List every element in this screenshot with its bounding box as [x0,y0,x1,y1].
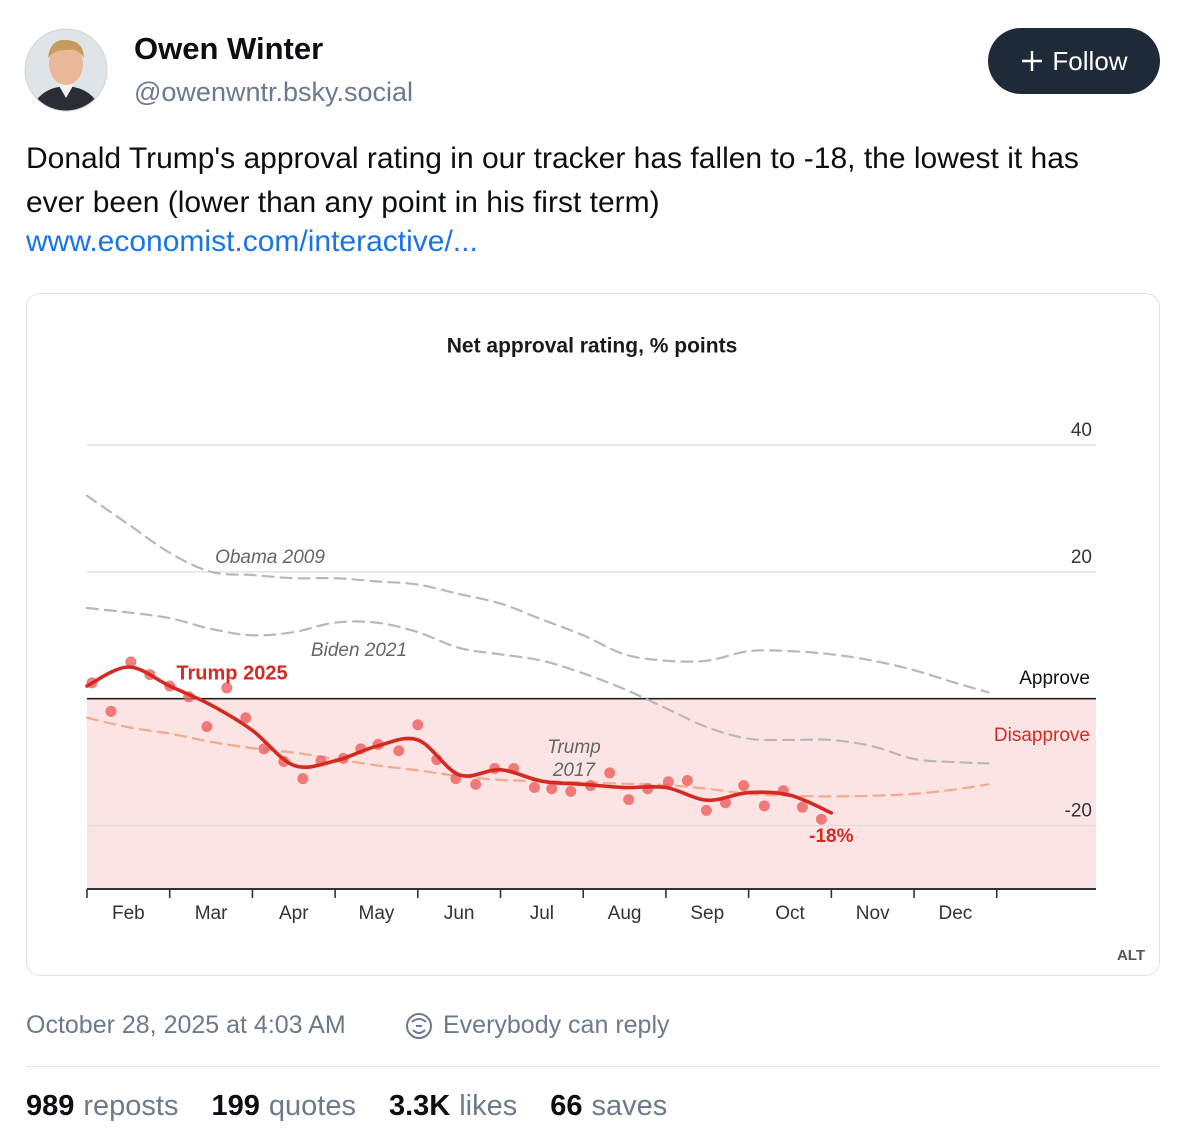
stat-count: 66 [550,1090,583,1122]
stat-label: saves [591,1090,668,1122]
poll-dot [546,783,558,795]
post-link[interactable]: www.economist.com/interactive/... [26,225,478,258]
plot: -20 20 40 Feb Mar Apr May Jun Jul Aug Sep Oct Nov Dec… [85,420,1096,924]
series-label: Trump 2017 [547,737,601,781]
stat-label: quotes [268,1090,356,1122]
x-tick-label: Feb [112,903,145,924]
stat[interactable]: 3.3K likes [389,1090,517,1123]
x-tick-label: Jun [444,903,475,924]
poll-dot [125,656,137,668]
poll-dot [297,773,309,785]
poll-dot [105,705,117,717]
poll-dot [796,801,808,813]
stat[interactable]: 989 reposts [26,1090,179,1123]
x-tick-label: May [359,903,395,924]
poll-dot [258,743,270,755]
x-tick-label: Jul [530,903,554,924]
author-handle[interactable]: @owenwntr.bsky.social [134,77,414,107]
x-tick-label: Aug [608,903,642,924]
poll-dot [221,682,233,694]
poll-dot [240,712,252,724]
reply-setting-icon [406,1013,432,1039]
stat-count: 3.3K [388,1090,451,1122]
follow-button[interactable]: Follow [988,28,1160,94]
stat-label: reposts [83,1090,179,1122]
x-tick-label: Nov [856,903,890,924]
annotation: Approve [1019,668,1090,689]
follow-label: Follow [1052,45,1128,76]
series-label: Biden 2021 [311,640,407,661]
poll-dot [470,778,482,790]
stat-label: likes [459,1090,518,1122]
poll-dot [412,719,424,731]
stats-row: 989 reposts 199 quotes 3.3K likes 66 saves [26,1090,667,1123]
chart-title: Net approval rating, % points [447,335,738,358]
poll-dot [604,767,616,779]
series-line [85,494,990,694]
poll-dot [815,813,827,825]
avatar[interactable] [24,28,108,115]
post-text: Donald Trump's approval rating in our tr… [26,142,1079,219]
poll-dot [700,804,712,816]
poll-dot [623,794,635,806]
series-line [85,606,990,765]
stat[interactable]: 66 saves [550,1090,667,1123]
poll-dot [738,780,750,792]
x-tick-label: Sep [690,903,724,924]
divider [26,1066,1160,1067]
plus-icon [1022,51,1043,71]
y-tick-label: 20 [1071,547,1092,568]
x-tick-label: Apr [279,903,309,924]
poll-dot [758,800,770,812]
poll-dot [662,776,674,788]
value-label: -18% [809,826,853,847]
series-line [85,665,834,815]
poll-dot [565,785,577,797]
annotation: Disapprove [994,725,1090,746]
series-label: Obama 2009 [215,547,325,568]
disapprove-area [87,698,1096,889]
alt-badge[interactable]: ALT [1117,947,1145,964]
stat-count: 199 [211,1090,260,1122]
x-tick-label: Dec [939,903,973,924]
series-label: Trump 2025 [176,662,287,684]
poll-dot [681,775,693,787]
author-name[interactable]: Owen Winter [134,31,324,66]
timestamp[interactable]: October 28, 2025 at 4:03 AM [26,1011,346,1039]
stat[interactable]: 199 quotes [212,1090,356,1123]
stat-count: 989 [26,1090,75,1122]
x-tick-label: Oct [775,903,805,924]
y-tick-label: 40 [1071,420,1092,441]
embed-card[interactable] [26,293,1160,976]
reply-setting[interactable]: Everybody can reply [443,1011,670,1039]
poll-dot [201,721,213,733]
y-tick-label: -20 [1065,801,1092,822]
poll-dot [528,782,540,794]
poll-dot [393,745,405,757]
x-tick-label: Mar [195,903,228,924]
